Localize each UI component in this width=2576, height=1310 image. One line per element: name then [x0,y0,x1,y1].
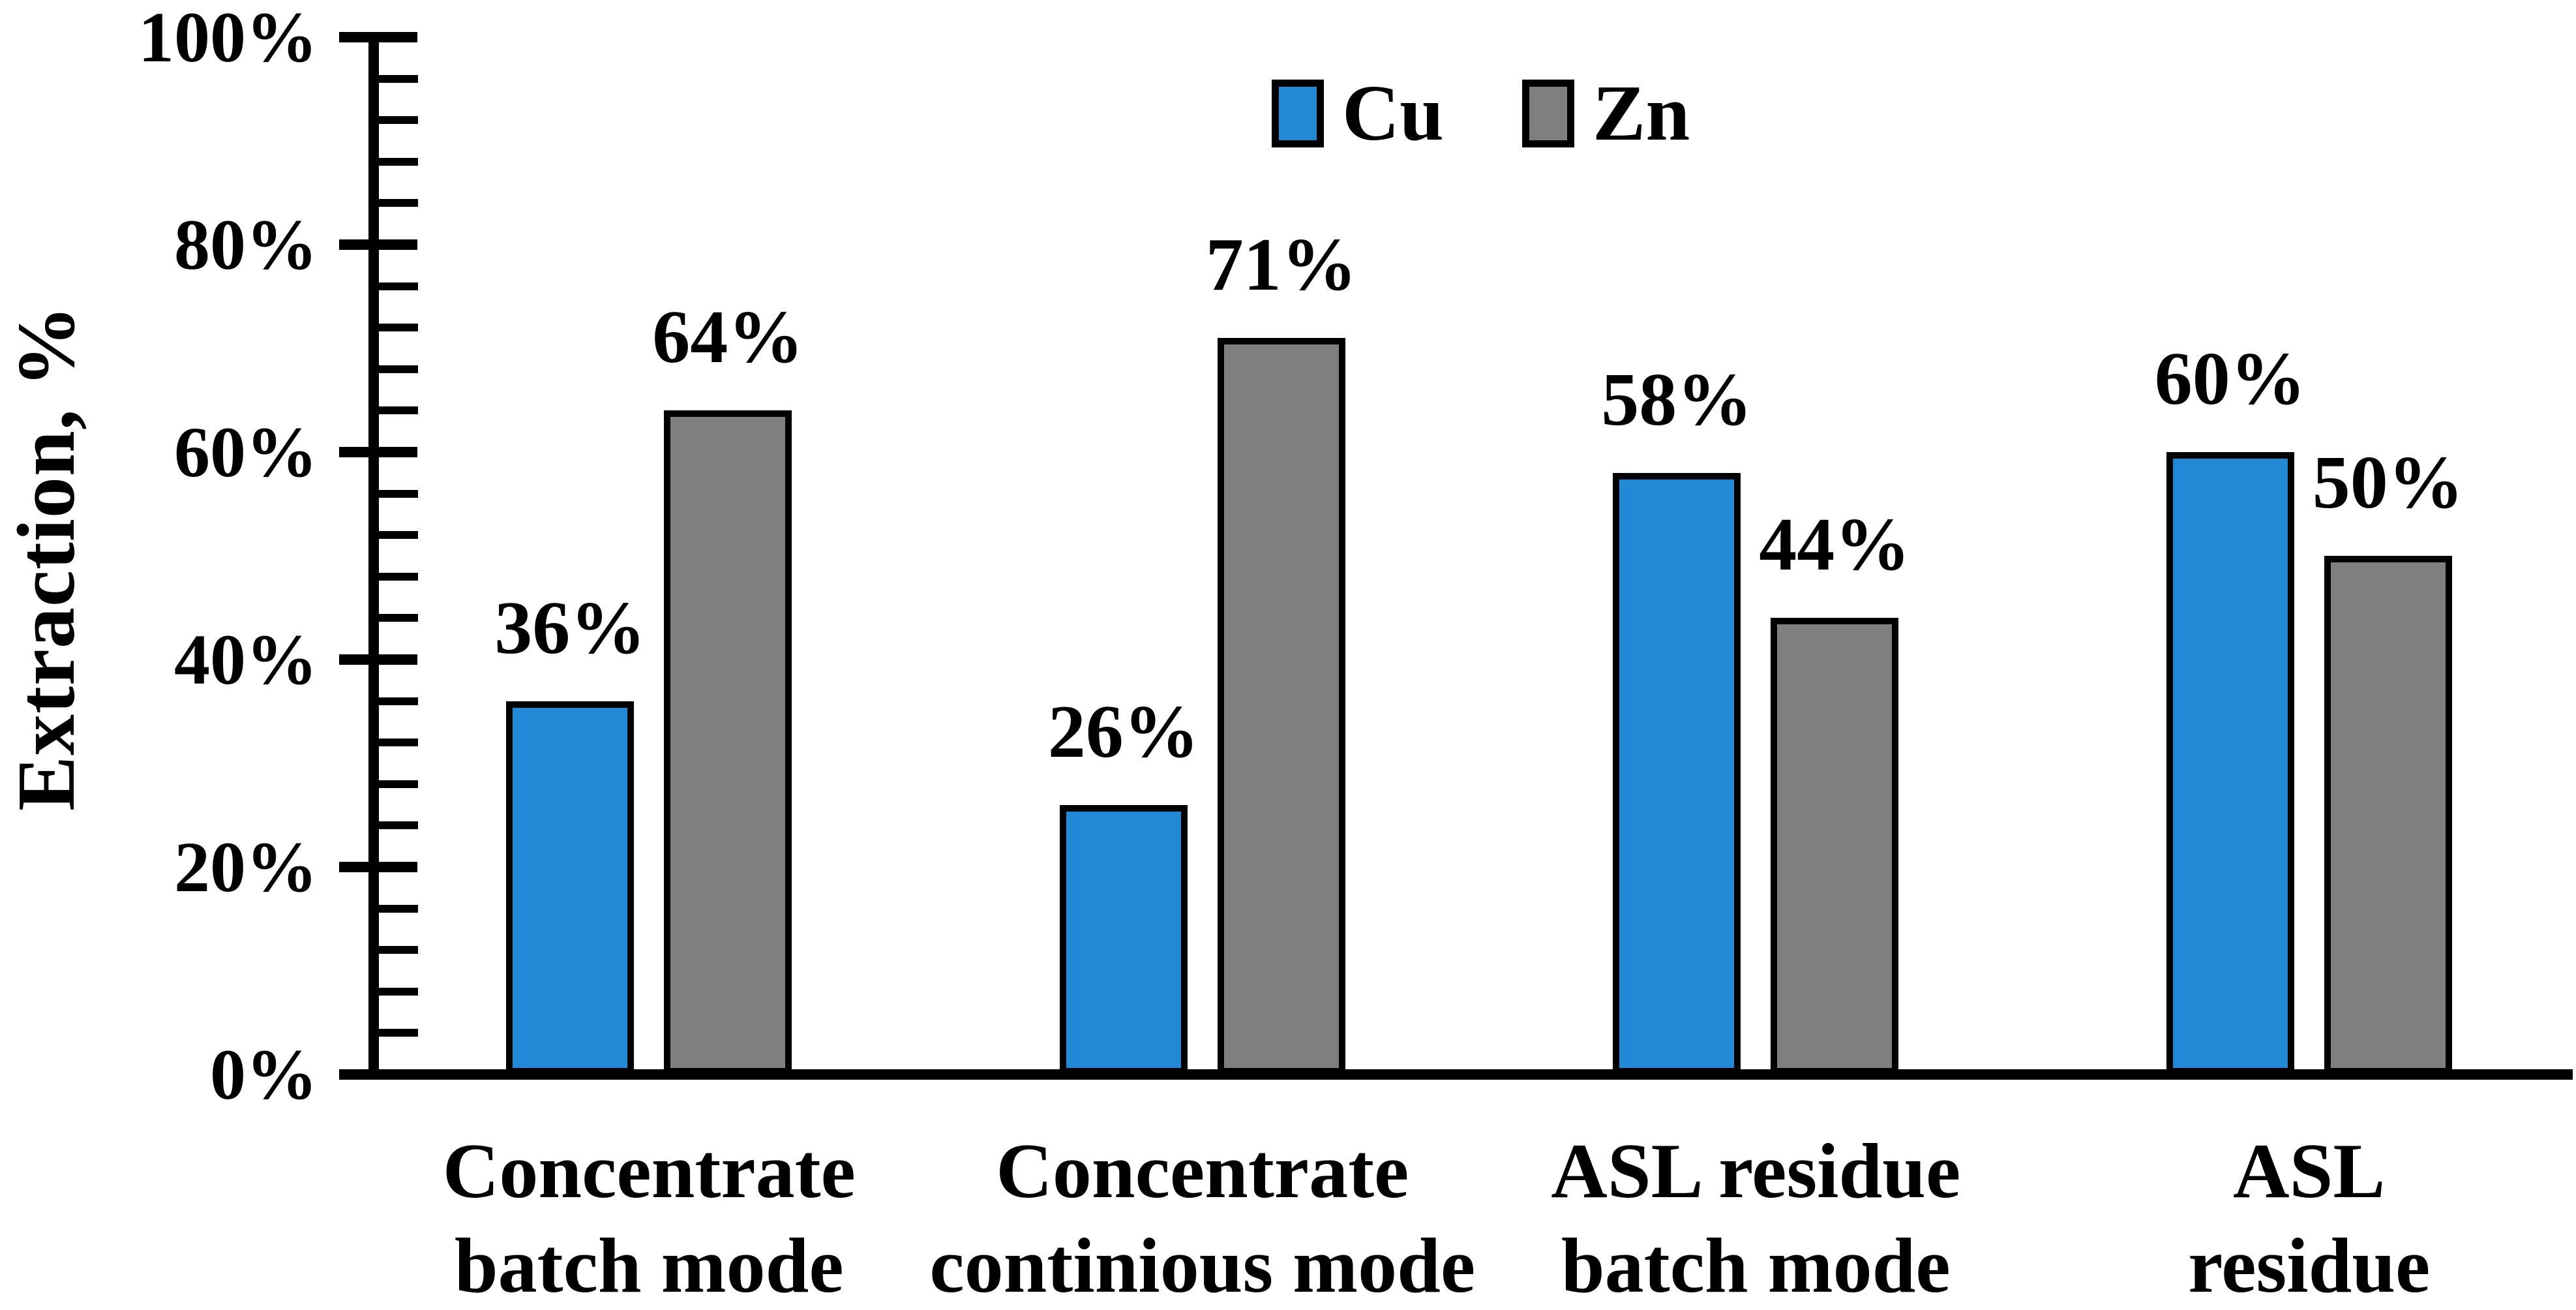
y-minor-tick [374,116,418,125]
legend-swatch-zn [1521,80,1574,147]
y-minor-tick [374,739,418,747]
category-label: ASL residue continious mode [2188,1127,2431,1309]
y-minor-tick [374,157,418,166]
bar-value-label: 71% [1205,223,1357,307]
y-minor-tick [374,282,418,290]
bar-cu [2166,452,2294,1074]
y-minor-tick [374,780,418,788]
bar-zn [1217,338,1345,1074]
y-axis-title: Extraction, % [1,305,92,811]
y-minor-tick [374,324,418,332]
category-label: Concentrate continious mode [929,1127,1476,1309]
y-major-tick [339,654,417,665]
y-minor-tick [374,531,418,540]
bar-cu [1613,472,1741,1074]
y-minor-tick [374,572,418,581]
bar-cu [1059,804,1188,1074]
y-minor-tick [374,987,418,996]
bar-value-label: 36% [494,586,646,670]
y-tick-label: 0% [210,1035,318,1114]
legend-label: Zn [1592,69,1690,157]
bar-value-label: 50% [2312,441,2464,525]
legend: Cu Zn [1272,69,1768,157]
y-tick-label: 20% [174,827,318,907]
bar-value-label: 60% [2154,337,2306,421]
bar-zn [664,410,792,1074]
y-minor-tick [374,199,418,207]
y-tick-label: 100% [138,0,318,77]
x-axis-line [355,1069,2573,1080]
y-tick-label: 60% [174,412,318,492]
category-label: ASL residue batch mode [1551,1127,1961,1309]
y-minor-tick [374,614,418,622]
y-major-tick [339,447,417,457]
bar-value-label: 64% [652,296,804,380]
category-label: Concentrate batch mode [442,1127,856,1309]
y-tick-label: 80% [174,205,318,284]
y-minor-tick [374,74,418,83]
y-minor-tick [374,946,418,954]
bar-zn [2324,556,2452,1074]
y-minor-tick [374,821,418,830]
bar-zn [1771,618,1899,1074]
y-minor-tick [374,365,418,373]
y-major-tick [339,239,417,250]
y-tick-label: 40% [174,620,318,699]
y-major-tick [339,32,417,42]
y-minor-tick [374,1029,418,1037]
y-major-tick [339,862,417,872]
y-major-tick [339,1069,417,1080]
y-minor-tick [374,406,418,415]
y-minor-tick [374,697,418,705]
y-minor-tick [374,904,418,913]
legend-item-zn: Zn [1521,69,1690,157]
legend-item-cu: Cu [1272,69,1444,157]
bar-cu [506,701,635,1074]
y-axis-line [368,32,379,1074]
bar-value-label: 44% [1759,503,1911,587]
y-minor-tick [374,489,418,498]
bar-value-label: 26% [1047,690,1199,774]
legend-label: Cu [1342,69,1444,157]
bar-value-label: 58% [1601,358,1753,442]
legend-swatch-cu [1272,80,1324,147]
